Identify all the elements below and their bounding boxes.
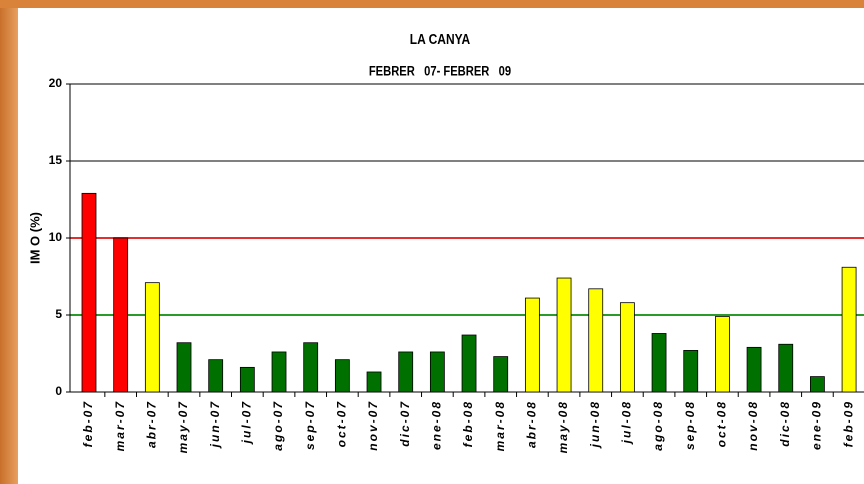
x-tick-label: may-07 bbox=[176, 400, 190, 453]
bar bbox=[683, 350, 699, 393]
bar bbox=[556, 277, 572, 393]
bar bbox=[651, 333, 667, 393]
y-tick-label: 0 bbox=[55, 384, 62, 398]
x-tick-label: ene-09 bbox=[810, 400, 824, 450]
chart-subtitle: FEBRER 07- FEBRER 09 bbox=[369, 64, 511, 79]
x-tick-label: mar-07 bbox=[113, 400, 127, 451]
bar bbox=[271, 351, 287, 393]
bar bbox=[588, 288, 604, 393]
bar bbox=[144, 282, 160, 393]
bar bbox=[239, 366, 255, 393]
chart-area bbox=[18, 8, 864, 484]
bar bbox=[746, 346, 762, 393]
bar bbox=[810, 376, 825, 393]
x-tick-label: jul-08 bbox=[620, 400, 634, 445]
y-tick-label: 20 bbox=[49, 76, 63, 90]
top-border bbox=[0, 0, 864, 8]
x-tick-label: jun-07 bbox=[208, 400, 222, 449]
x-tick-label: sep-08 bbox=[683, 400, 697, 450]
y-tick-label: 15 bbox=[49, 153, 63, 167]
x-tick-label: ago-07 bbox=[271, 400, 285, 451]
bar bbox=[303, 342, 319, 393]
x-tick-label: ago-08 bbox=[651, 400, 665, 451]
bar bbox=[81, 192, 97, 393]
x-tick-label: may-08 bbox=[556, 400, 570, 453]
bar bbox=[841, 266, 857, 393]
bar bbox=[398, 351, 414, 393]
bar bbox=[208, 359, 224, 393]
bar bbox=[461, 334, 477, 393]
bar bbox=[493, 356, 509, 393]
bar bbox=[524, 297, 540, 393]
y-axis-label: IM O (%) bbox=[27, 212, 42, 264]
x-tick-label: jul-07 bbox=[240, 400, 254, 445]
x-tick-label: mar-08 bbox=[493, 400, 507, 451]
x-tick-label: ene-08 bbox=[430, 400, 444, 450]
bar bbox=[619, 302, 635, 393]
bar bbox=[429, 351, 445, 393]
x-tick-label: nov-07 bbox=[366, 400, 380, 451]
x-tick-label: sep-07 bbox=[303, 400, 317, 450]
bar bbox=[778, 343, 794, 393]
x-tick-label: oct-07 bbox=[335, 400, 349, 447]
x-tick-label: jun-08 bbox=[588, 400, 602, 449]
x-tick-label: feb-09 bbox=[841, 400, 855, 447]
bar bbox=[334, 359, 350, 393]
x-tick-label: dic-07 bbox=[398, 400, 412, 447]
y-tick-label: 10 bbox=[49, 230, 63, 244]
x-tick-label: oct-08 bbox=[715, 400, 729, 447]
x-tick-label: dic-08 bbox=[778, 400, 792, 447]
x-tick-label: feb-07 bbox=[81, 400, 95, 447]
y-tick-label: 5 bbox=[55, 307, 62, 321]
x-tick-label: abr-07 bbox=[145, 400, 159, 448]
bar bbox=[176, 342, 192, 393]
bar bbox=[366, 371, 382, 393]
x-tick-label: feb-08 bbox=[461, 400, 475, 447]
x-tick-label: abr-08 bbox=[525, 400, 539, 448]
x-tick-label: nov-08 bbox=[746, 400, 760, 451]
bar bbox=[113, 237, 129, 393]
chart-title: LA CANYA bbox=[410, 31, 471, 48]
bar bbox=[715, 316, 730, 393]
